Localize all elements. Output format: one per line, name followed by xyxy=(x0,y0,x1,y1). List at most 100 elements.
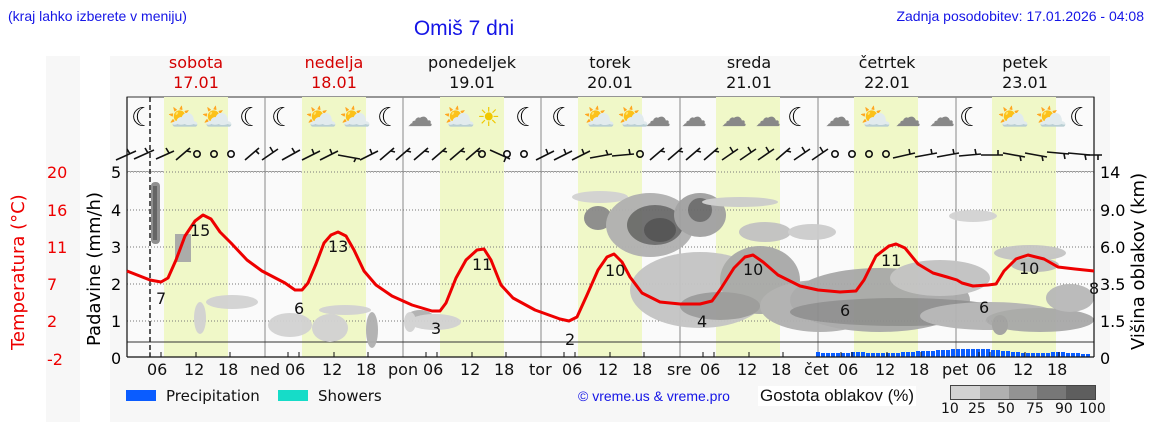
showers-swatch xyxy=(278,390,308,401)
night-rain-icon: ☾ xyxy=(787,102,811,132)
svg-text:4: 4 xyxy=(697,312,707,331)
day-label-5: sreda 21.01 xyxy=(726,53,772,92)
cloud-height-tick: 1.5 xyxy=(1100,312,1126,331)
weather-icons-row: ☾ ⛅ ⛅ ☾ ☾ ⛅ ⛅ ☾ ☁ ⛅ ☀ ☾ ☾ ⛅ ⛅ ☁ ☁ ☁ ☁ ☾ … xyxy=(131,98,1093,136)
moon-icon: ☾ xyxy=(239,102,263,132)
svg-text:13: 13 xyxy=(328,237,348,256)
cloud-height-tick: 14 xyxy=(1100,163,1121,182)
cloudy-rain-icon: ☁ xyxy=(825,102,851,132)
density-tick: 100 xyxy=(1079,401,1106,417)
x-tick: 06 xyxy=(700,360,721,379)
temp-tick: 7 xyxy=(47,275,58,294)
precipitation-bars xyxy=(816,349,1090,357)
x-tick: 12 xyxy=(875,360,896,379)
x-tick: 18 xyxy=(494,360,515,379)
sun-cloud-icon: ⛅ xyxy=(167,102,200,132)
x-tick: 06 xyxy=(976,360,997,379)
cloudy-icon: ☁ xyxy=(645,102,671,132)
day-label-6: četrtek 22.01 xyxy=(858,53,916,92)
x-tick: 12 xyxy=(460,360,481,379)
cloudy-icon: ☁ xyxy=(721,102,747,132)
temp-tick: 11 xyxy=(47,238,68,257)
temperature-line xyxy=(126,213,1095,323)
svg-text:15: 15 xyxy=(190,221,210,240)
x-tick: 12 xyxy=(322,360,343,379)
svg-text:6: 6 xyxy=(979,298,989,317)
gridlines xyxy=(127,171,1094,322)
precip-tick: 0 xyxy=(111,349,122,368)
svg-text:11: 11 xyxy=(881,251,901,270)
density-tick: 10 xyxy=(941,401,959,417)
temp-extreme-labels: 7 15 6 13 3 11 2 10 4 10 6 11 6 10 8 xyxy=(156,221,1099,349)
sun-cloud-icon: ⛅ xyxy=(583,102,616,132)
night-partly-cloudy-icon: ☾ xyxy=(131,102,155,132)
temp-tick: 2 xyxy=(47,312,58,331)
svg-text:2: 2 xyxy=(565,330,575,349)
x-tick: 12 xyxy=(737,360,758,379)
svg-text:10: 10 xyxy=(605,261,625,280)
cloudy-rain-icon: ☁ xyxy=(929,102,955,132)
x-tick: 06 xyxy=(285,360,306,379)
cloud-density-colorbar xyxy=(950,385,1096,400)
moon-icon: ☾ xyxy=(377,102,401,132)
x-day-short: pon xyxy=(388,360,419,379)
precip-tick: 5 xyxy=(111,163,122,182)
x-tick: 06 xyxy=(562,360,583,379)
wind-barbs xyxy=(115,146,1102,163)
x-tick: 18 xyxy=(356,360,377,379)
density-tick: 90 xyxy=(1055,401,1073,417)
x-tick: 06 xyxy=(147,360,168,379)
day-label-2: nedelja 18.01 xyxy=(304,53,364,92)
day-label-7: petek 23.01 xyxy=(1002,53,1048,92)
day-label-4: torek 20.01 xyxy=(587,53,633,92)
x-tick: 18 xyxy=(771,360,792,379)
cloud-density-label: Gostota oblakov (%) xyxy=(758,386,917,406)
sun-cloud-rain-icon: ⛅ xyxy=(997,102,1030,132)
sun-cloud-rain-icon: ⛅ xyxy=(1035,102,1068,132)
svg-text:7: 7 xyxy=(156,289,166,308)
cloud-height-tick: 3.5 xyxy=(1100,275,1126,294)
svg-text:6: 6 xyxy=(294,299,304,318)
night-rain-icon: ☾ xyxy=(959,102,983,132)
last-update: Zadnja posodobitev: 17.01.2026 - 04:08 xyxy=(896,8,1144,24)
page-title: Omiš 7 dni xyxy=(413,17,515,40)
sun-cloud-icon: ⛅ xyxy=(201,102,234,132)
x-day-short: pet xyxy=(942,360,969,379)
sun-cloud-rain-icon: ⛅ xyxy=(859,102,892,132)
cloudy-icon: ☁ xyxy=(755,102,781,132)
moon-icon: ☾ xyxy=(551,102,575,132)
svg-text:10: 10 xyxy=(743,260,763,279)
x-day-short: ned xyxy=(250,360,281,379)
cloud-height-tick: 9.0 xyxy=(1100,201,1126,220)
temp-tick: -2 xyxy=(47,350,63,369)
precip-tick: 1 xyxy=(111,312,122,331)
cloudy-rain-icon: ☁ xyxy=(895,102,921,132)
x-tick: 18 xyxy=(909,360,930,379)
precip-tick: 3 xyxy=(111,238,122,257)
x-tick: 06 xyxy=(423,360,444,379)
precipitation-legend-label: Precipitation xyxy=(166,387,260,405)
density-tick: 75 xyxy=(1026,401,1044,417)
x-day-short: tor xyxy=(529,360,552,379)
svg-text:11: 11 xyxy=(472,255,492,274)
sun-cloud-icon: ⛅ xyxy=(339,102,372,132)
day-label-1: sobota 17.01 xyxy=(168,53,224,92)
x-tick: 12 xyxy=(1013,360,1034,379)
svg-text:6: 6 xyxy=(840,301,850,320)
night-cloudy-icon: ☁ xyxy=(407,102,433,132)
sun-cloud-icon: ⛅ xyxy=(617,102,650,132)
temperature-axis-panel xyxy=(46,56,80,422)
x-tick: 18 xyxy=(1047,360,1068,379)
temp-tick: 20 xyxy=(47,163,68,182)
sun-cloud-icon: ⛅ xyxy=(305,102,338,132)
night-rain-icon: ☾ xyxy=(1069,102,1093,132)
cloud-density-layer xyxy=(151,182,1094,348)
x-day-short: sre xyxy=(667,360,692,379)
copyright-link[interactable]: © vreme.us & vreme.pro xyxy=(578,388,730,404)
location-hint[interactable]: (kraj lahko izberete v meniju) xyxy=(8,8,187,24)
temp-tick: 16 xyxy=(47,201,68,220)
x-tick: 18 xyxy=(218,360,239,379)
precip-tick: 2 xyxy=(111,275,122,294)
x-day-short: čet xyxy=(804,360,829,379)
